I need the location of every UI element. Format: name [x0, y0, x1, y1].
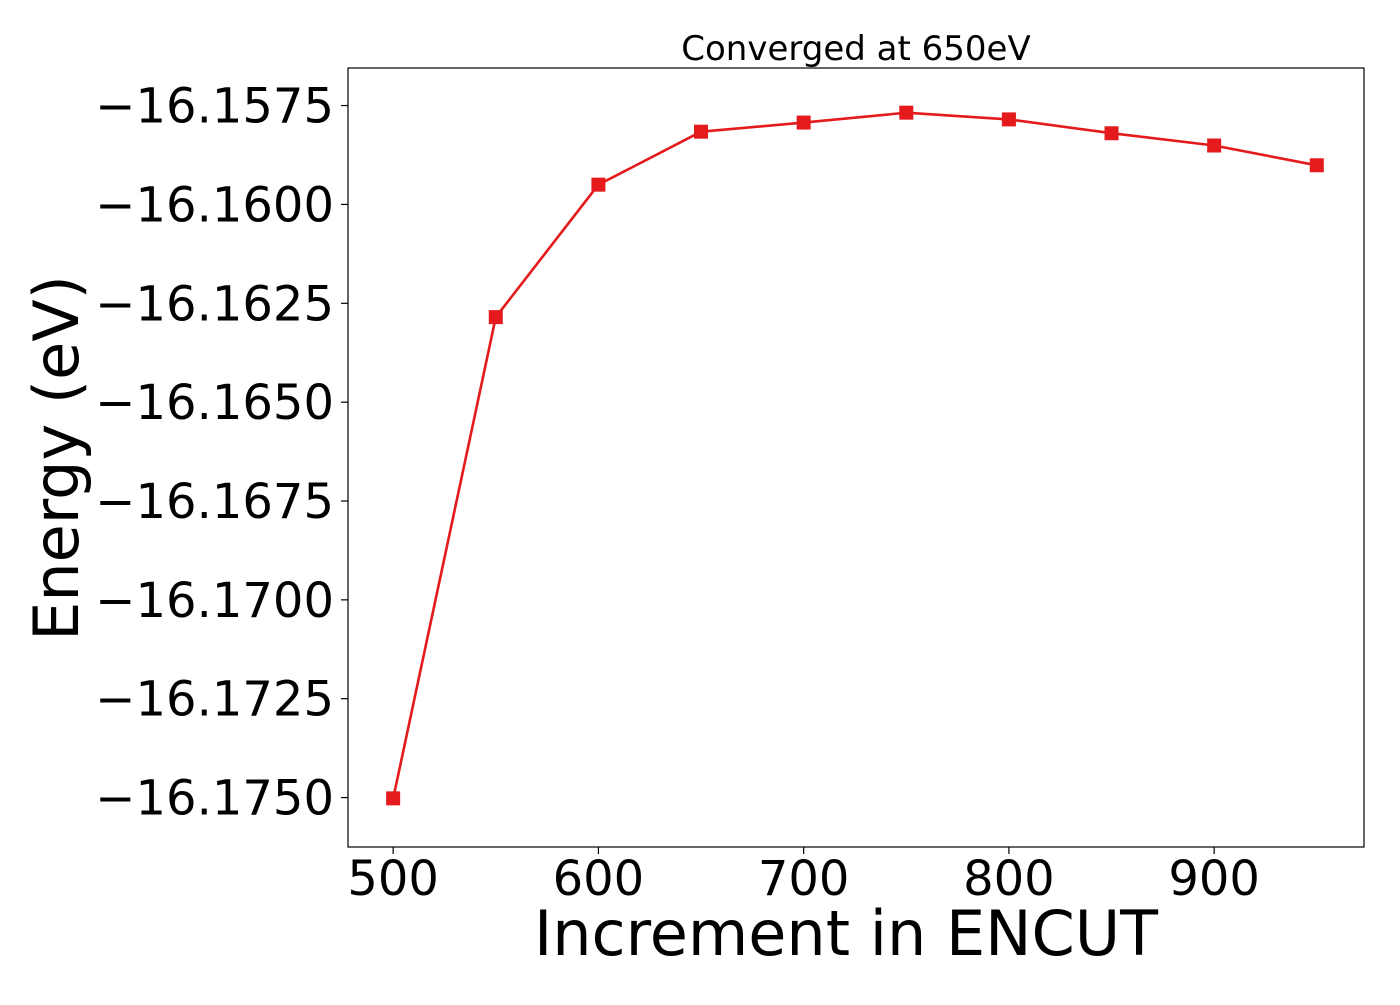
data-point-marker: [899, 105, 914, 120]
y-tick-label: −16.1675: [95, 474, 334, 530]
chart-title: Converged at 650eV: [681, 29, 1030, 69]
y-tick-label: −16.1725: [95, 672, 334, 728]
data-point-marker: [386, 791, 401, 806]
x-axis-label: Increment in ENCUT: [534, 897, 1159, 970]
y-tick-label: −16.1700: [95, 573, 334, 629]
data-point-marker: [694, 124, 709, 139]
y-tick-label: −16.1650: [95, 375, 334, 431]
x-tick-label: 600: [553, 851, 645, 907]
y-tick-label: −16.1600: [95, 177, 334, 233]
x-tick-label: 800: [963, 851, 1055, 907]
y-axis-label: Energy (eV): [20, 275, 93, 641]
data-point-marker: [796, 115, 811, 130]
data-point-marker: [591, 177, 606, 192]
data-point-marker: [1309, 158, 1324, 173]
data-point-marker: [1207, 138, 1222, 153]
x-tick-label: 500: [347, 851, 439, 907]
plot-frame: [347, 67, 1365, 848]
series-line: [391, 111, 1318, 799]
x-tick-label: 700: [758, 851, 850, 907]
x-tick-label: 900: [1168, 851, 1260, 907]
series-layer: [386, 105, 1324, 806]
y-axis-ticks: −16.1575 −16.1600 −16.1625 −16.1650 −16.1675…: [95, 79, 348, 827]
y-tick-label: −16.1575: [95, 79, 334, 135]
data-point-marker: [488, 310, 503, 325]
y-tick-label: −16.1750: [95, 771, 334, 827]
data-point-marker: [1104, 126, 1119, 141]
y-tick-label: −16.1625: [95, 276, 334, 332]
x-axis-ticks: 500 600 700 800 900: [347, 847, 1260, 907]
data-point-marker: [1001, 112, 1016, 127]
